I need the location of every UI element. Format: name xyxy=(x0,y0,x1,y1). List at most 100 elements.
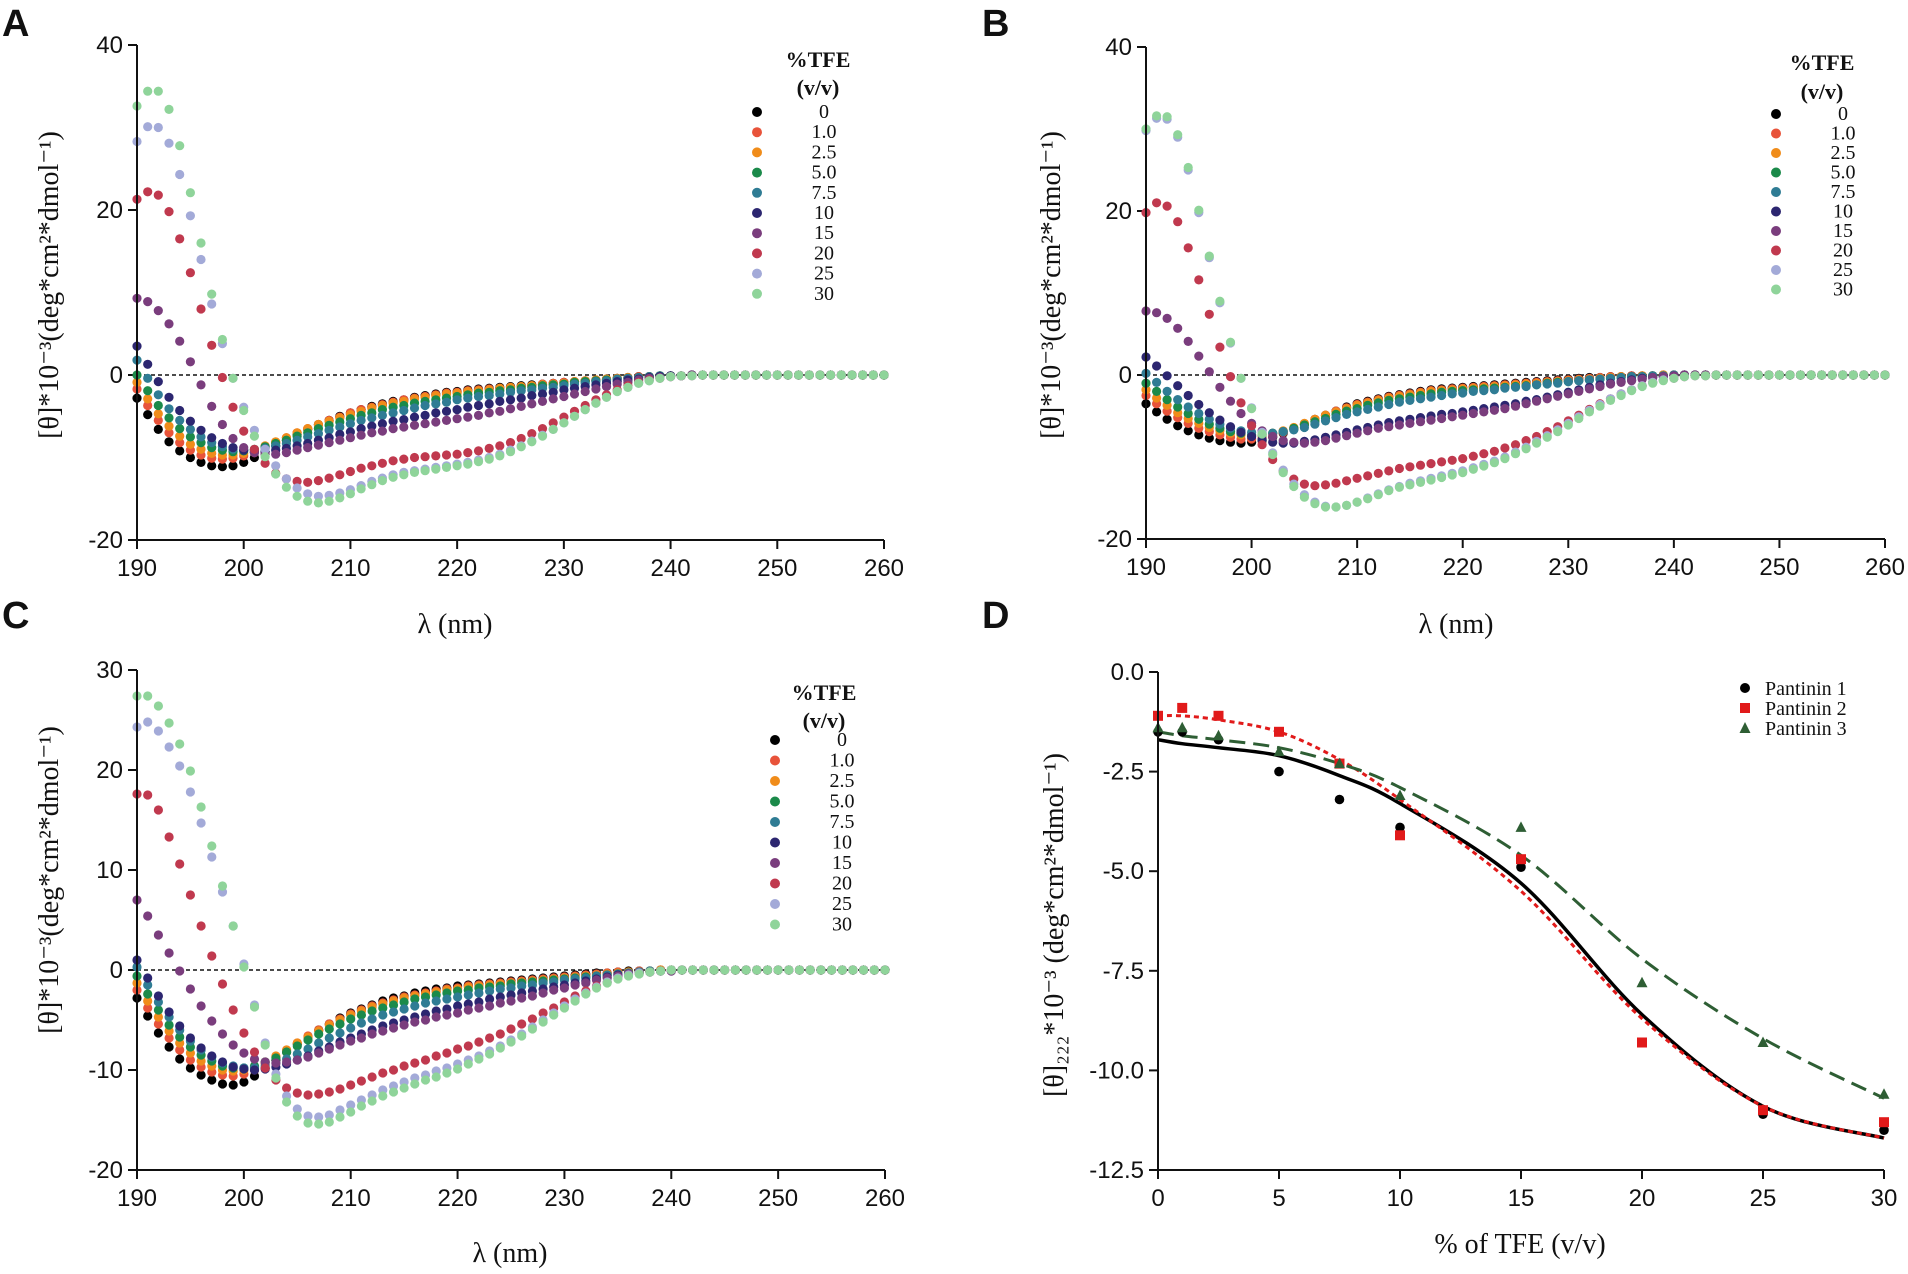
panel-a-data-point xyxy=(249,444,259,454)
panel-a-data-point xyxy=(751,370,761,380)
panel-d-x-title: % of TFE (v/v) xyxy=(1434,1229,1605,1260)
panel-b-data-point xyxy=(1183,336,1193,346)
panel-a-data-point xyxy=(175,431,185,441)
panel-c-x-tick-label: 200 xyxy=(224,1185,264,1212)
panel-a-data-point xyxy=(164,319,174,329)
panel-c-data-point xyxy=(271,1058,281,1068)
panel-c-data-point xyxy=(410,1058,420,1068)
panel-c-data-point xyxy=(324,1044,334,1054)
panel-a-data-point xyxy=(537,389,548,399)
panel-a-x-tick-label: 200 xyxy=(224,555,264,582)
panel-a-legend-marker xyxy=(752,248,762,259)
panel-c-data-point xyxy=(207,852,217,862)
panel-b-data-point xyxy=(1859,370,1869,380)
panel-c-data-point xyxy=(196,1001,206,1011)
panel-b-data-point xyxy=(1468,451,1478,461)
panel-a-data-point xyxy=(143,373,153,383)
panel-c-data-point xyxy=(388,1007,399,1017)
panel-c-x-tick-label: 210 xyxy=(331,1185,371,1212)
panel-c-data-point xyxy=(453,1044,463,1054)
panel-a-data-point xyxy=(527,437,537,447)
panel-a-data-point xyxy=(868,370,878,380)
panel-b-data-point xyxy=(1838,370,1848,380)
panel-b-data-point xyxy=(1489,385,1499,395)
panel-c-data-point xyxy=(239,1048,249,1058)
panel-d-fit-curves xyxy=(1157,714,1885,1140)
panel-b-y-title: [θ]*10⁻³(deg*cm²*dmol⁻¹) xyxy=(1036,131,1067,439)
panel-c-data-point xyxy=(506,1024,516,1034)
panel-a-data-point xyxy=(601,382,612,392)
panel-c-data-point xyxy=(185,1033,195,1043)
panel-a-data-point xyxy=(313,429,323,439)
panel-a-data-point xyxy=(815,370,825,380)
panel-b-data-point xyxy=(1532,380,1542,390)
panel-b-data-point xyxy=(1616,390,1626,401)
panel-c-data-point xyxy=(581,989,591,999)
panel-d-label: D xyxy=(982,595,1009,637)
panel-b-data-point xyxy=(1500,404,1510,414)
panel-c-data-point xyxy=(153,1005,163,1015)
panel-a-data-point xyxy=(143,394,153,404)
panel-a-data-point xyxy=(377,426,387,436)
panel-b-data-point xyxy=(1320,436,1331,446)
panel-b-series-10 xyxy=(1141,352,1890,448)
panel-c-data-point xyxy=(431,996,441,1006)
panel-b-data-point xyxy=(1753,370,1763,380)
panel-a-legend-marker xyxy=(752,167,762,178)
panel-c-data-point xyxy=(506,983,516,993)
panel-a-data-point xyxy=(217,419,227,430)
panel-b-data-point xyxy=(1183,402,1193,412)
panel-b-data-point xyxy=(1479,461,1489,471)
panel-c-data-point xyxy=(420,1055,431,1065)
panel-c-data-point xyxy=(164,718,174,728)
panel-d-y-tick-label: -7.5 xyxy=(1103,958,1144,985)
panel-c-legend-label: 2.5 xyxy=(830,770,855,792)
panel-c-legend-marker xyxy=(770,735,780,745)
panel-c-data-point xyxy=(153,1019,163,1029)
panel-c-x-tick-label: 240 xyxy=(651,1185,691,1212)
panel-c-data-point xyxy=(143,790,153,800)
panel-c-legend-label: 0 xyxy=(837,729,847,751)
panel-b-legend-title: %TFE xyxy=(1790,50,1855,75)
panel-b-data-point xyxy=(1331,478,1341,488)
panel-c-data-point xyxy=(185,1055,195,1065)
panel-d-x-tick-label: 10 xyxy=(1387,1185,1414,1212)
panel-c-data-point xyxy=(869,965,879,975)
panel-c-data-point xyxy=(495,984,505,994)
panel-b-data-point xyxy=(1500,443,1510,453)
panel-c-data-point xyxy=(346,1023,356,1033)
panel-b-data-point xyxy=(1426,415,1436,425)
panel-b-data-point xyxy=(1637,374,1647,384)
panel-b-data-point xyxy=(1574,413,1584,424)
panel-c-data-point xyxy=(196,802,206,812)
panel-b-data-point xyxy=(1278,436,1288,446)
panel-a-data-point xyxy=(153,390,163,400)
panel-c-legend-marker xyxy=(770,755,780,766)
panel-c-data-point xyxy=(185,766,195,776)
panel-d: D 0.0 -2.5 -5.0 -7.5 -10.0 -12.5 0 5 10 15 20 25 30… xyxy=(982,595,1897,1260)
panel-c-data-point xyxy=(474,1003,484,1013)
panel-b-data-points xyxy=(1141,111,1890,512)
panel-a-data-point xyxy=(708,370,718,380)
panel-b-data-point xyxy=(1299,492,1309,502)
panel-a-x-tick-label: 250 xyxy=(757,555,797,582)
panel-b-data-point xyxy=(1764,370,1774,380)
panel-c-data-point xyxy=(175,1045,185,1055)
panel-d-data-point xyxy=(1515,821,1527,832)
panel-a-data-point xyxy=(473,457,484,467)
panel-a-data-point xyxy=(185,439,195,449)
panel-c-data-point xyxy=(442,1010,452,1020)
panel-b-legend-marker xyxy=(1771,206,1781,217)
panel-b-data-point xyxy=(1278,468,1288,478)
panel-b-data-point xyxy=(1711,370,1721,380)
panel-c-data-point xyxy=(399,997,409,1007)
panel-c-legend-label: 1.0 xyxy=(830,750,855,772)
panel-a-data-point xyxy=(409,420,420,430)
panel-a-label: A xyxy=(2,3,29,45)
panel-c-data-point xyxy=(217,881,228,891)
panel-a-data-point xyxy=(505,387,516,397)
panel-b-data-point xyxy=(1299,479,1309,489)
panel-c-data-point xyxy=(570,996,580,1006)
